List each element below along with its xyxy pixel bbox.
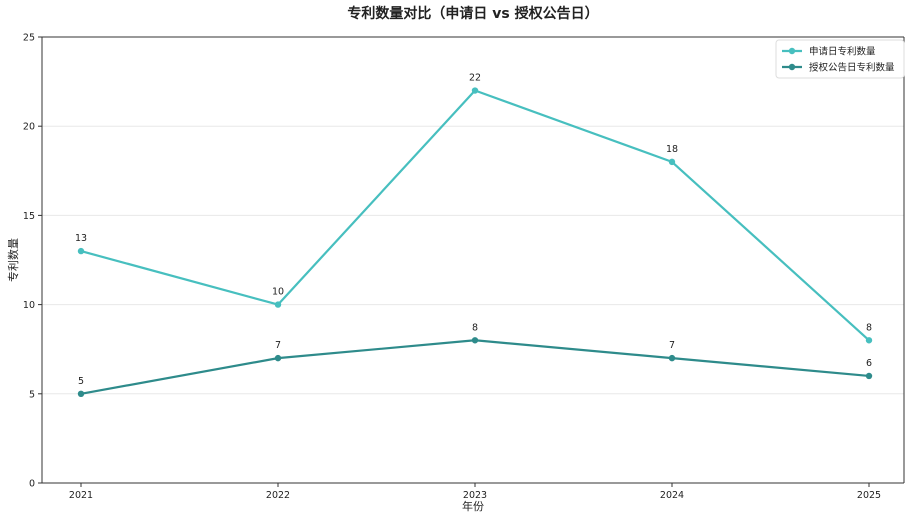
series-lines xyxy=(77,87,873,397)
data-point xyxy=(865,372,873,380)
chart-title: 专利数量对比（申请日 vs 授权公告日） xyxy=(347,5,598,22)
data-label: 22 xyxy=(469,73,481,84)
y-tick-label: 25 xyxy=(23,33,35,44)
data-point xyxy=(668,158,676,166)
data-point xyxy=(865,337,873,344)
x-axis-label: 年份 xyxy=(462,499,484,513)
data-label: 6 xyxy=(866,358,872,369)
legend-box xyxy=(775,39,905,79)
x-tick-label: 2021 xyxy=(69,490,93,501)
y-tick-label: 20 xyxy=(23,122,35,133)
x-axis-ticks: 2021 2022 2023 2024 2025 xyxy=(69,483,881,501)
x-tick-label: 2025 xyxy=(857,490,881,501)
x-tick-label: 2022 xyxy=(266,490,290,501)
data-point xyxy=(471,337,479,344)
data-point xyxy=(77,390,85,397)
data-label: 18 xyxy=(666,144,678,155)
data-point xyxy=(274,301,282,308)
data-label: 8 xyxy=(472,322,478,333)
data-label: 5 xyxy=(78,376,84,387)
data-point xyxy=(274,354,282,362)
axes xyxy=(41,36,905,484)
x-tick-label: 2023 xyxy=(463,490,487,501)
legend-swatch-marker xyxy=(788,47,796,55)
data-label: 7 xyxy=(275,340,281,351)
y-tick-label: 0 xyxy=(29,479,35,490)
y-tick-label: 15 xyxy=(23,211,35,222)
data-point xyxy=(668,354,676,362)
series-line-2 xyxy=(80,339,870,395)
y-tick-label: 10 xyxy=(23,300,35,311)
data-labels: 13 10 22 18 8 5 7 8 7 6 xyxy=(75,73,872,387)
y-tick-label: 5 xyxy=(29,389,35,400)
data-label: 7 xyxy=(669,340,675,351)
legend-entry: 申请日专利数量 xyxy=(809,46,876,58)
y-axis-ticks: 0 5 10 15 20 25 xyxy=(23,33,42,490)
data-point xyxy=(471,87,479,94)
y-axis-label: 专利数量 xyxy=(6,238,20,282)
x-tick-label: 2024 xyxy=(660,490,684,501)
data-point xyxy=(77,247,85,255)
data-label: 10 xyxy=(272,287,284,298)
data-label: 8 xyxy=(866,322,872,333)
legend-entry: 授权公告日专利数量 xyxy=(809,62,895,74)
legend-swatch-marker xyxy=(788,63,796,71)
data-label: 13 xyxy=(75,233,87,244)
